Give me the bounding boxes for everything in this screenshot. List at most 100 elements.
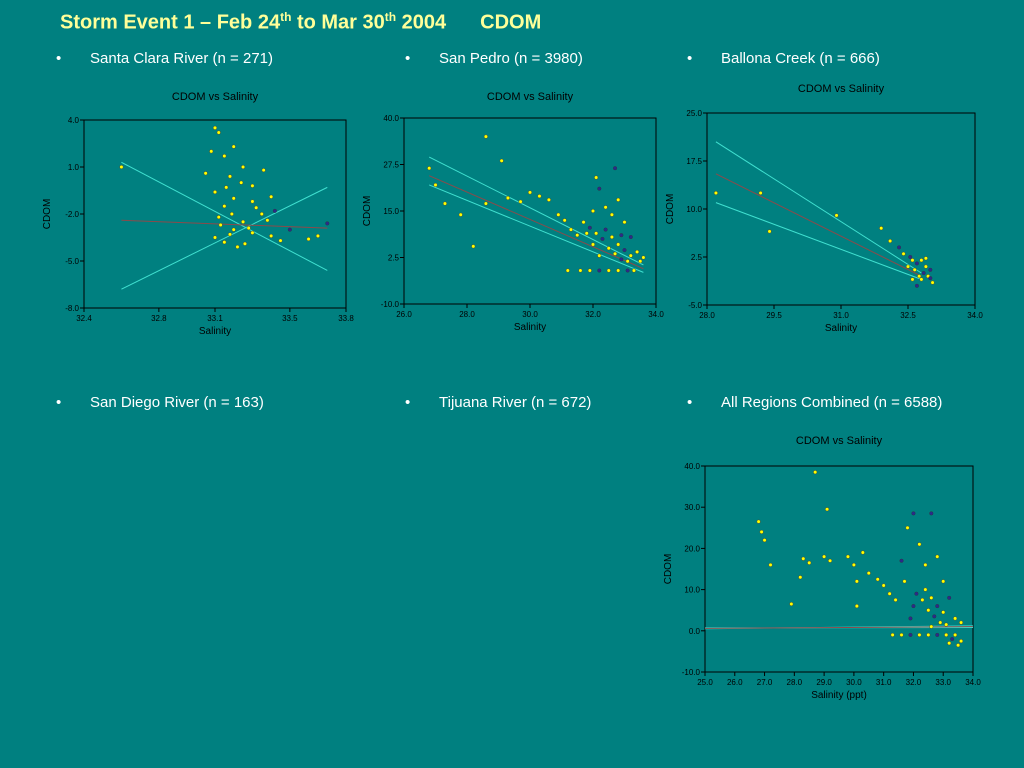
data-point <box>638 259 643 264</box>
x-tick-label: 33.8 <box>338 314 354 323</box>
x-tick-label: 32.0 <box>585 310 601 319</box>
data-point <box>597 253 602 258</box>
data-point <box>641 255 646 260</box>
data-point <box>527 190 532 195</box>
data-point <box>287 227 292 232</box>
data-point <box>798 575 803 580</box>
x-tick-label: 25.0 <box>697 678 713 687</box>
regression-line <box>429 175 644 270</box>
title-part-3: 2004 <box>396 11 447 34</box>
data-point <box>759 529 764 534</box>
data-point <box>944 622 949 627</box>
bullet-san-diego-river: • San Diego River (n = 163) <box>56 394 264 411</box>
bullet-ballona-creek: • Ballona Creek (n = 666) <box>687 50 880 67</box>
data-point <box>899 632 904 637</box>
bullet-dot: • <box>405 50 411 67</box>
y-tick-label: 4.0 <box>68 116 80 125</box>
data-point <box>433 182 438 187</box>
data-point <box>938 620 943 625</box>
data-point <box>789 602 794 607</box>
bullet-dot: • <box>56 50 62 67</box>
data-point <box>597 268 602 273</box>
data-point <box>866 571 871 576</box>
y-axis-label: CDOM <box>362 196 373 227</box>
data-point <box>203 171 208 176</box>
data-point <box>609 212 614 217</box>
data-point <box>921 270 926 275</box>
x-axis-label: Salinity <box>514 322 546 333</box>
data-point <box>919 277 924 282</box>
data-point <box>929 511 934 516</box>
x-tick-label: 32.0 <box>906 678 922 687</box>
chart-title: CDOM vs Salinity <box>172 91 259 103</box>
data-point <box>813 470 818 475</box>
data-point <box>483 201 488 206</box>
data-point <box>929 624 934 629</box>
y-tick-label: 20.0 <box>684 544 700 553</box>
y-tick-label: 25.0 <box>686 109 702 118</box>
x-tick-label: 34.0 <box>648 310 664 319</box>
data-point <box>923 587 928 592</box>
data-point <box>947 595 952 600</box>
data-point <box>932 614 937 619</box>
data-point <box>261 168 266 173</box>
data-point <box>600 236 605 241</box>
data-point <box>325 221 330 226</box>
data-point <box>953 632 958 637</box>
data-point <box>917 274 922 279</box>
data-point <box>594 231 599 236</box>
data-point <box>908 616 913 621</box>
data-point <box>928 267 933 272</box>
data-point <box>959 620 964 625</box>
data-point <box>941 579 946 584</box>
data-point <box>912 267 917 272</box>
data-point <box>222 204 227 209</box>
data-point <box>834 213 839 218</box>
data-point <box>875 577 880 582</box>
data-point <box>923 256 928 261</box>
x-tick-label: 26.0 <box>396 310 412 319</box>
data-point <box>212 235 217 240</box>
data-point <box>265 218 270 223</box>
x-tick-label: 32.5 <box>900 311 916 320</box>
data-point <box>222 154 227 159</box>
data-point <box>756 519 761 524</box>
data-point <box>427 166 432 171</box>
confidence-line <box>121 186 328 290</box>
data-point <box>622 248 627 253</box>
data-point <box>906 264 911 269</box>
y-tick-label: 30.0 <box>684 503 700 512</box>
x-tick-label: 31.0 <box>876 678 892 687</box>
y-axis-label: CDOM <box>665 194 676 225</box>
bullet-tijuana-river: • Tijuana River (n = 672) <box>405 394 591 411</box>
y-tick-label: 40.0 <box>684 462 700 471</box>
data-point <box>890 632 895 637</box>
y-axis-label: CDOM <box>42 199 53 230</box>
data-point <box>935 554 940 559</box>
regression-line <box>715 173 922 277</box>
chart-title: CDOM vs Salinity <box>487 91 574 103</box>
y-tick-label: -5.0 <box>65 257 79 266</box>
x-tick-label: 29.0 <box>816 678 832 687</box>
x-tick-label: 33.0 <box>935 678 951 687</box>
y-tick-label: -2.0 <box>65 210 79 219</box>
data-point <box>920 597 925 602</box>
data-point <box>807 560 812 565</box>
x-tick-label: 34.0 <box>965 678 981 687</box>
data-point <box>950 637 955 642</box>
data-point <box>930 280 935 285</box>
data-point <box>910 258 915 263</box>
data-point <box>231 196 236 201</box>
data-point <box>616 242 621 247</box>
data-point <box>603 227 608 232</box>
y-tick-label: 10.0 <box>684 586 700 595</box>
data-point <box>483 134 488 139</box>
data-point <box>212 125 217 130</box>
data-point <box>767 229 772 234</box>
plot-area <box>704 465 974 673</box>
data-point <box>941 610 946 615</box>
x-tick-label: 27.0 <box>757 678 773 687</box>
title-part-1: Storm Event 1 – Feb 24 <box>60 11 281 34</box>
data-point <box>944 632 949 637</box>
regression-line <box>704 626 974 629</box>
